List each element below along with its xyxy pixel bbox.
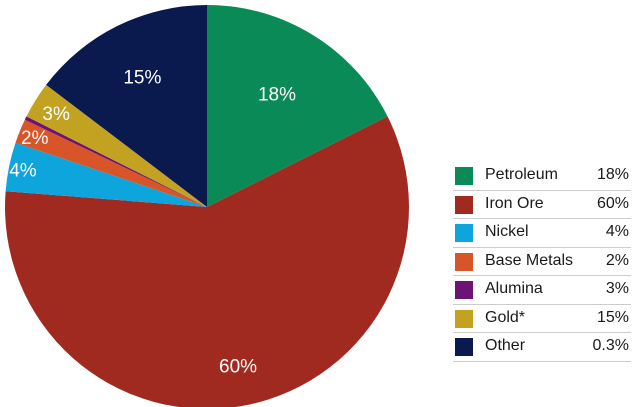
legend-value: 3% <box>605 280 629 297</box>
legend-swatch <box>455 281 473 299</box>
slice-label: 2% <box>21 128 49 149</box>
pie-slice-nickel <box>5 142 208 207</box>
slice-label: 3% <box>42 104 70 125</box>
legend-value: 2% <box>605 251 629 269</box>
pie-slice-other <box>46 5 207 207</box>
slice-label: 18% <box>258 85 296 106</box>
legend-swatch <box>455 309 473 328</box>
slice-label: 4% <box>9 160 37 181</box>
legend-value: 4% <box>605 223 629 240</box>
legend-value: 15% <box>596 308 629 326</box>
legend-item: Iron Ore 60% <box>453 191 631 219</box>
legend-swatch <box>455 338 473 356</box>
legend-label: Petroleum <box>485 166 558 183</box>
legend-swatch <box>455 252 473 271</box>
pie-slice-petroleum <box>207 5 388 207</box>
legend-value: 60% <box>596 194 629 212</box>
legend-label: Base Metals <box>485 251 574 269</box>
pie-slice-alumina <box>24 116 207 207</box>
legend-swatch <box>455 224 473 242</box>
legend-label: Other <box>485 337 526 354</box>
legend-item: Base Metals 2% <box>453 248 631 276</box>
legend-label: Iron Ore <box>485 194 544 212</box>
legend-swatch <box>455 167 473 185</box>
legend-label: Gold* <box>485 308 526 326</box>
legend-item: Alumina 3% <box>453 276 631 305</box>
legend-item: Petroleum 18% <box>453 162 631 191</box>
pie-slice-gold <box>26 84 207 207</box>
legend-label: Nickel <box>485 223 529 240</box>
pie-slice-base-metals <box>15 119 207 207</box>
legend-label: Alumina <box>485 280 543 297</box>
legend-item: Gold* 15% <box>453 305 631 333</box>
legend-swatch <box>455 195 473 214</box>
legend-value: 18% <box>596 166 629 183</box>
slice-label: 60% <box>219 357 257 378</box>
legend-item: Other 0.3% <box>453 333 631 362</box>
pie-slice-iron-ore <box>5 116 409 407</box>
legend-item: Nickel 4% <box>453 219 631 248</box>
legend-value: 0.3% <box>592 337 629 354</box>
slice-label: 15% <box>123 68 161 89</box>
legend: Petroleum 18% Iron Ore 60% Nickel 4% Base Meta… <box>453 162 631 362</box>
